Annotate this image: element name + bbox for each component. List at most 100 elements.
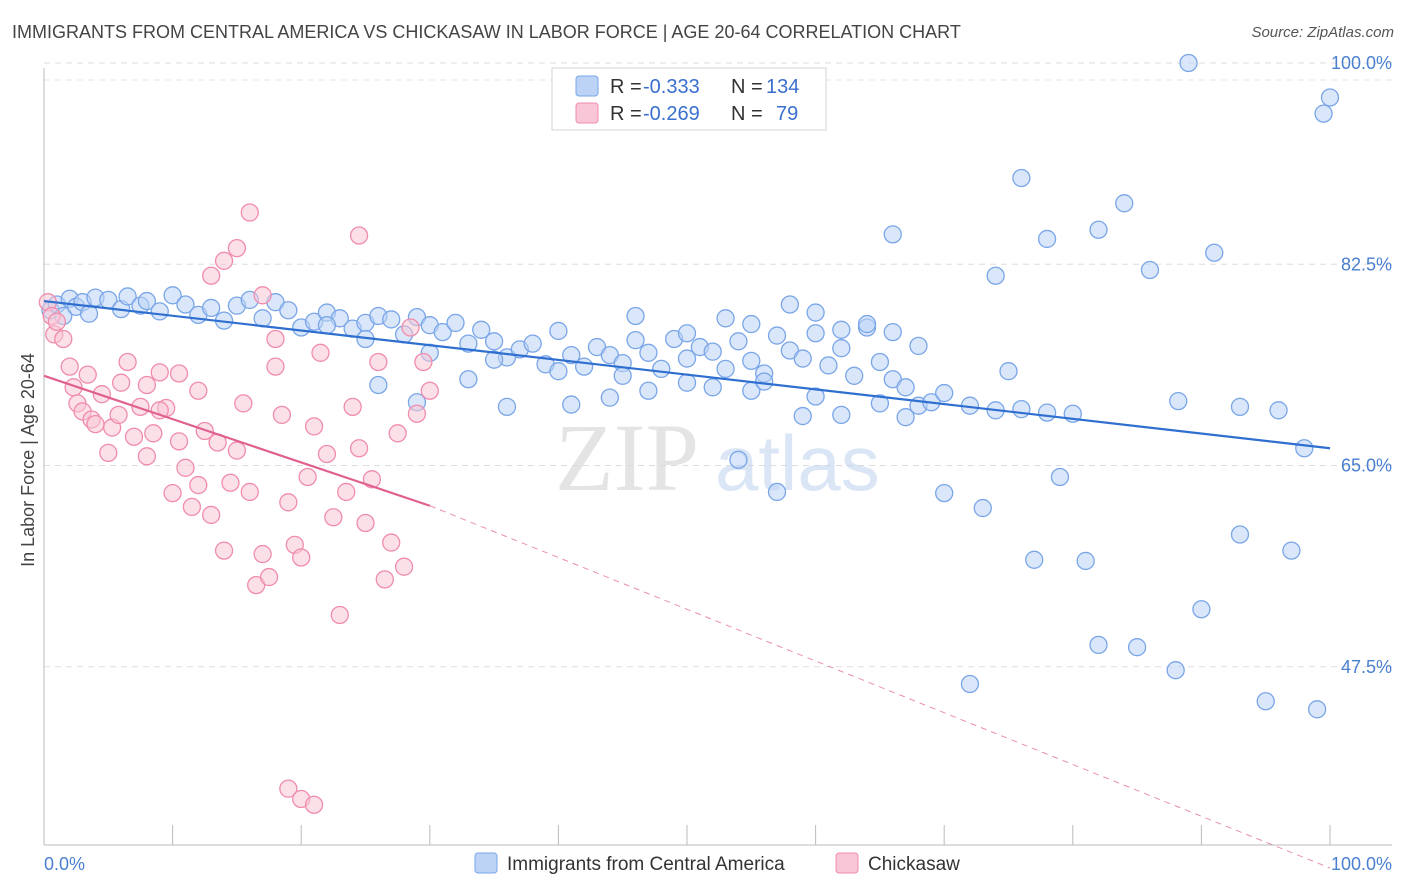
- data-point: [472, 320, 491, 339]
- watermark-zip: ZIP: [555, 404, 699, 511]
- data-point: [1192, 600, 1211, 619]
- data-point: [780, 341, 800, 360]
- legend-swatch-chickasaw: [575, 102, 599, 124]
- bottom-legend-chickasaw: Chickasaw: [868, 854, 960, 875]
- data-point: [163, 286, 182, 305]
- data-point: [626, 306, 645, 326]
- data-point: [1269, 401, 1288, 420]
- data-point: [214, 541, 234, 560]
- data-point: [86, 414, 105, 434]
- data-point: [767, 482, 787, 502]
- legend-n-value-1: 79: [776, 103, 798, 125]
- data-point: [433, 322, 452, 342]
- data-point: [1140, 260, 1160, 280]
- series-chickasaw-points: [38, 203, 439, 814]
- data-point: [819, 356, 838, 375]
- data-point: [182, 497, 202, 517]
- data-point: [401, 318, 420, 337]
- data-point: [253, 544, 272, 564]
- legend-n-label-1: N =: [731, 103, 763, 125]
- data-point: [47, 312, 67, 331]
- data-point: [639, 343, 658, 362]
- series-immigrants-points: [41, 53, 1340, 719]
- data-point: [124, 427, 144, 446]
- data-point: [1230, 525, 1250, 544]
- data-point: [253, 286, 272, 305]
- data-point: [202, 505, 221, 525]
- data-point: [1179, 53, 1198, 73]
- data-point: [562, 395, 581, 414]
- data-point: [311, 343, 330, 362]
- data-point: [131, 397, 150, 417]
- data-point: [909, 336, 928, 356]
- data-point: [973, 498, 992, 518]
- data-point: [1205, 243, 1224, 262]
- data-point: [549, 362, 568, 381]
- watermark: ZIP atlas: [555, 404, 880, 511]
- data-point: [1089, 635, 1108, 655]
- data-point: [279, 493, 298, 512]
- bottom-legend-swatch-immigrants: [474, 852, 498, 874]
- data-point: [266, 357, 285, 376]
- data-point: [227, 238, 247, 258]
- data-point: [1320, 88, 1340, 107]
- data-point: [845, 366, 864, 385]
- trend-line-chickasaw: [43, 374, 431, 507]
- data-point: [118, 287, 137, 306]
- data-point: [742, 314, 761, 334]
- y-tick-labels: 47.5% 65.0% 82.5% 100.0%: [1331, 53, 1392, 677]
- data-point: [343, 397, 362, 417]
- data-point: [639, 381, 658, 400]
- data-point: [755, 372, 774, 391]
- data-point: [298, 467, 317, 487]
- data-point: [652, 359, 671, 379]
- data-point: [176, 295, 195, 314]
- data-point: [896, 408, 915, 427]
- data-point: [549, 321, 568, 341]
- data-point: [1037, 229, 1057, 249]
- data-point: [176, 458, 195, 477]
- data-point: [806, 303, 825, 322]
- data-point: [137, 375, 157, 395]
- data-point: [214, 251, 234, 270]
- data-point: [935, 383, 954, 403]
- data-point: [459, 334, 478, 353]
- data-point: [304, 795, 324, 814]
- data-point: [394, 557, 414, 576]
- data-point: [169, 364, 189, 383]
- bottom-legend: Immigrants from Central America Chickasa…: [474, 852, 960, 875]
- data-point: [382, 533, 401, 552]
- x-tick-label-min: 0.0%: [44, 854, 85, 874]
- y-tick-label: 47.5%: [1341, 657, 1392, 677]
- bottom-legend-swatch-chickasaw: [835, 852, 859, 874]
- data-point: [118, 352, 137, 372]
- source-label: Source: ZipAtlas.com: [1251, 24, 1394, 41]
- data-point: [369, 352, 388, 372]
- data-point: [150, 401, 169, 420]
- data-point: [677, 324, 697, 343]
- data-point: [806, 324, 825, 343]
- data-point: [240, 482, 259, 502]
- data-point: [304, 417, 324, 436]
- data-point: [729, 450, 748, 469]
- data-point: [420, 381, 439, 400]
- data-point: [150, 363, 169, 382]
- data-point: [1025, 550, 1044, 569]
- axes: [43, 68, 1392, 846]
- legend-box: R = -0.333 N = 134 R = -0.269 N = 79: [551, 67, 827, 131]
- data-point: [600, 345, 619, 365]
- data-point: [1307, 700, 1327, 719]
- data-point: [1037, 403, 1057, 422]
- data-point: [272, 405, 292, 425]
- data-point: [857, 314, 877, 334]
- data-point: [253, 309, 272, 328]
- data-point: [137, 447, 157, 466]
- data-point: [317, 316, 337, 335]
- data-point: [324, 508, 343, 527]
- data-point: [349, 439, 369, 458]
- data-point: [382, 310, 401, 329]
- legend-n-label-0: N =: [731, 76, 763, 98]
- data-point: [259, 567, 279, 587]
- legend-r-value-1: -0.269: [643, 103, 700, 125]
- data-point: [109, 405, 128, 425]
